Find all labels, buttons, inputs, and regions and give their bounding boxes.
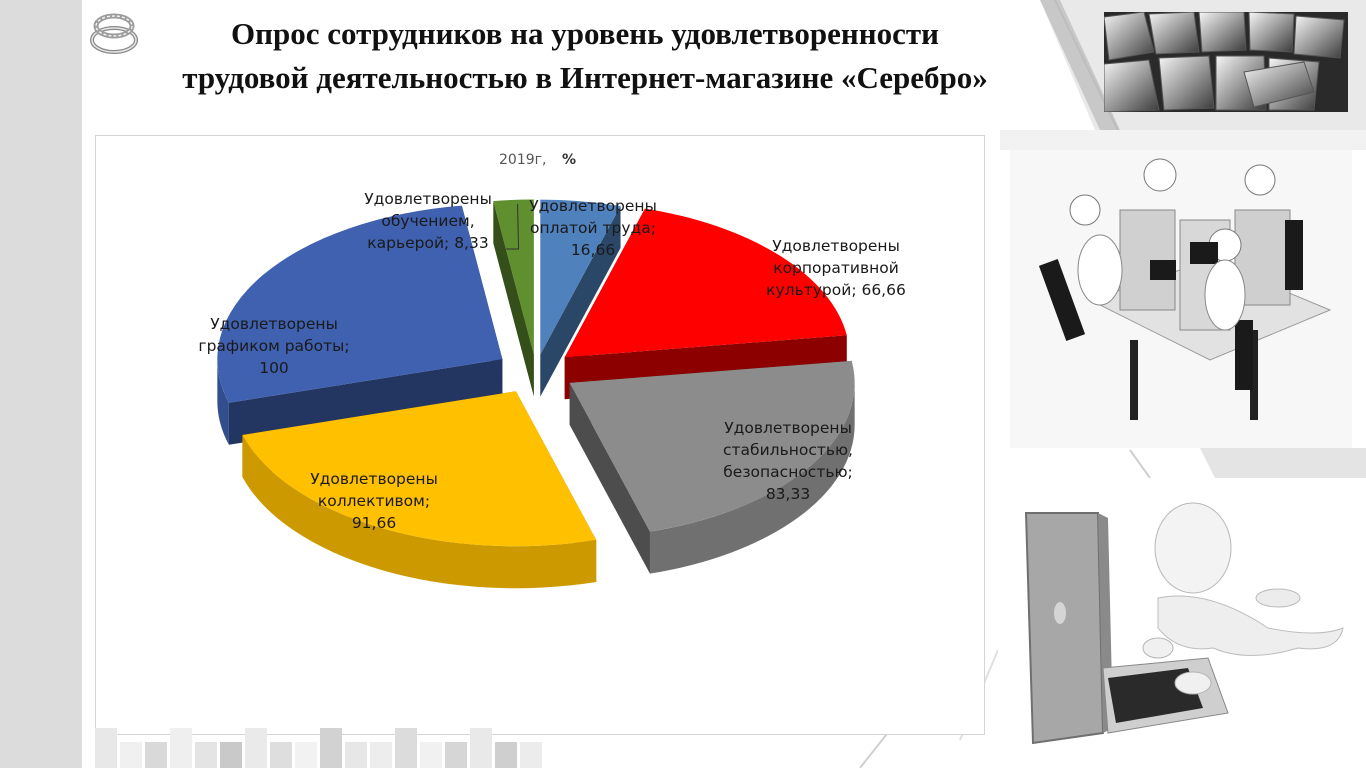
silver-bars-photo — [1104, 12, 1348, 112]
pie-slice-5 — [217, 205, 503, 445]
pie-slice-label: Удовлетворены графиком работы; 100 — [198, 315, 349, 377]
decorative-square — [245, 728, 267, 768]
decorative-square — [520, 742, 542, 768]
pie-slice-label: Удовлетворены коллективом; 91,66 — [310, 470, 438, 532]
pie-slice-3 — [569, 360, 855, 574]
pie-slice-side — [228, 359, 503, 445]
decorative-square — [195, 742, 217, 768]
pie-slice-1 — [540, 199, 621, 397]
silver-ring-icon — [90, 13, 138, 54]
slide-title-line-1: Опрос сотрудников на уровень удовлетворе… — [231, 16, 939, 51]
slide-title: Опрос сотрудников на уровень удовлетворе… — [110, 12, 1060, 100]
decorative-square — [320, 728, 342, 768]
slide-title-line-2: трудовой деятельностью в Интернет-магази… — [182, 60, 988, 95]
pie-slice-top — [569, 360, 855, 532]
decorative-square — [120, 742, 142, 768]
pie-slice-side — [569, 382, 650, 574]
pie-slice-label: Удовлетворены стабильностью, безопасностью… — [723, 419, 853, 503]
pie-slice-4 — [242, 391, 597, 589]
pie-slice-top — [242, 391, 597, 547]
pie-slice-top — [564, 208, 847, 358]
figure-with-laptop-photo — [998, 478, 1352, 748]
decorative-square — [170, 728, 192, 768]
pie-slice-side — [540, 205, 621, 397]
left-gray-band — [0, 0, 82, 768]
pie-chart-container: 2019г, % Удовлетворены оплатой труда; 16,6… — [95, 135, 985, 735]
decorative-square — [295, 742, 317, 768]
decorative-square — [270, 742, 292, 768]
decorative-square — [220, 742, 242, 768]
pie-slice-label: Удовлетворены обучением, карьерой; 8,33 — [364, 190, 492, 252]
pie-slice-top — [540, 199, 621, 355]
decorative-square — [145, 742, 167, 768]
pie-slice-side — [493, 201, 534, 397]
decorative-square — [420, 742, 442, 768]
pie-slice-label: Удовлетворены оплатой труда; 16,66 — [529, 197, 657, 259]
pie-slice-top — [217, 205, 503, 403]
pie-chart: 2019г, % Удовлетворены оплатой труда; 16,6… — [198, 152, 906, 589]
pie-slice-top — [493, 199, 534, 355]
decorative-square — [370, 742, 392, 768]
call-center-office-photo — [1010, 150, 1352, 448]
pie-slice-wall — [217, 359, 229, 445]
decorative-squares — [95, 728, 545, 768]
decorative-square — [95, 728, 117, 768]
pie-label-leader-line — [506, 203, 520, 250]
decorative-square — [495, 742, 517, 768]
chart-title-year: 2019г, — [499, 152, 546, 168]
chart-title-unit: % — [562, 152, 576, 168]
decorative-square — [470, 728, 492, 768]
decorative-square — [395, 728, 417, 768]
pie-slice-6 — [493, 199, 534, 397]
decorative-square — [345, 742, 367, 768]
pie-slice-label: Удовлетворены корпоративной культурой; 66,… — [766, 237, 906, 299]
decorative-square — [445, 742, 467, 768]
pie-slice-wall — [242, 434, 597, 589]
pie-slice-wall — [649, 382, 855, 574]
